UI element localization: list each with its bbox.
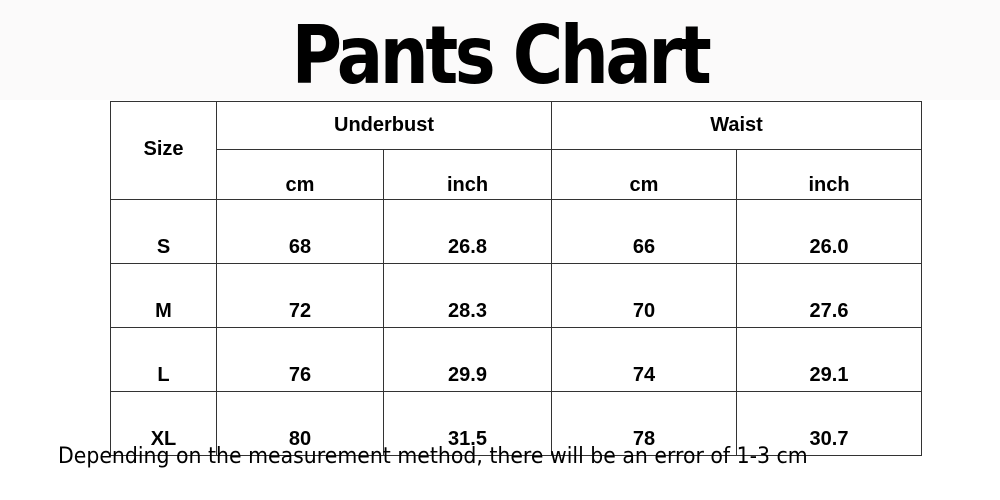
- table-row: XL 80 31.5 78 30.7: [110, 391, 922, 456]
- group-header-waist: Waist: [551, 101, 922, 150]
- page-title: Pants Chart: [291, 9, 712, 102]
- unit-header: cm: [216, 149, 384, 200]
- value-cell: 30.7: [736, 391, 922, 456]
- unit-header: inch: [736, 149, 922, 200]
- value-cell: 26.8: [383, 199, 552, 264]
- group-header-underbust: Underbust: [216, 101, 552, 150]
- unit-header-row: cm inch cm inch: [111, 149, 922, 200]
- size-cell: L: [110, 327, 217, 392]
- value-cell: 68: [216, 199, 384, 264]
- group-header-row: Size Underbust Waist: [110, 101, 922, 200]
- size-table: Size Underbust Waist cm inch cm inch S 6…: [110, 101, 922, 456]
- value-cell: 70: [551, 263, 737, 328]
- value-cell: 80: [216, 391, 384, 456]
- table-row: M 72 28.3 70 27.6: [110, 263, 922, 328]
- value-cell: 31.5: [383, 391, 552, 456]
- size-header: Size: [110, 101, 217, 200]
- size-cell: M: [110, 263, 217, 328]
- value-cell: 78: [551, 391, 737, 456]
- value-cell: 27.6: [736, 263, 922, 328]
- unit-header: inch: [383, 149, 552, 200]
- value-cell: 29.9: [383, 327, 552, 392]
- value-cell: 66: [551, 199, 737, 264]
- value-cell: 26.0: [736, 199, 922, 264]
- unit-header: cm: [551, 149, 737, 200]
- size-cell: S: [110, 199, 217, 264]
- value-cell: 29.1: [736, 327, 922, 392]
- value-cell: 74: [551, 327, 737, 392]
- value-cell: 76: [216, 327, 384, 392]
- header-band: [0, 0, 1000, 100]
- table-row: L 76 29.9 74 29.1: [110, 327, 922, 392]
- table-row: S 68 26.8 66 26.0: [110, 199, 922, 264]
- footnote: Depending on the measurement method, the…: [58, 444, 808, 469]
- value-cell: 72: [216, 263, 384, 328]
- size-cell: XL: [110, 391, 217, 456]
- value-cell: 28.3: [383, 263, 552, 328]
